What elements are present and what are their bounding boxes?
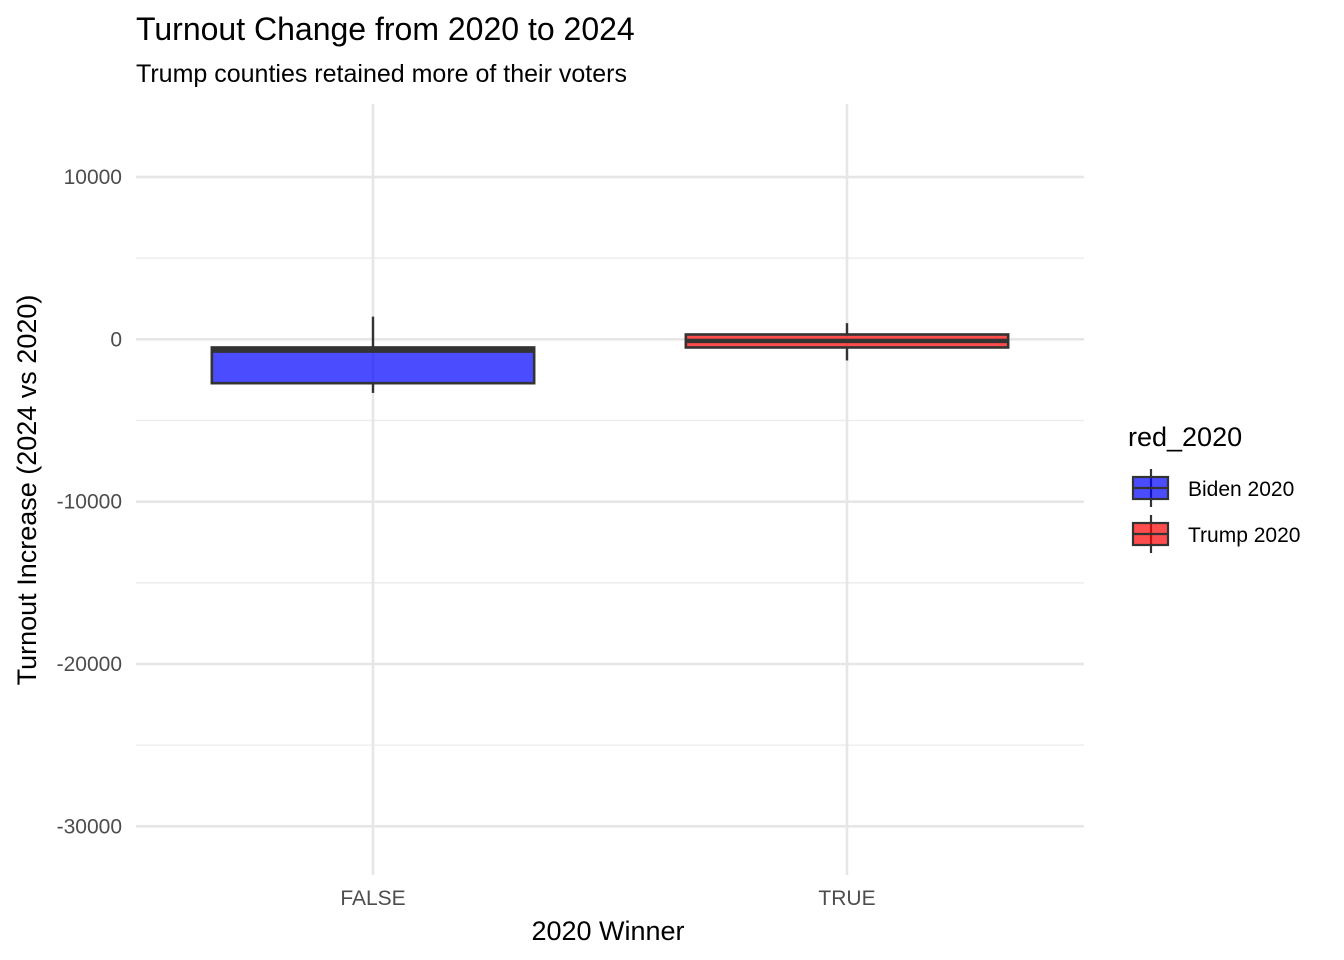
y-tick-label: -30000 [57, 815, 122, 838]
legend-title: red_2020 [1128, 422, 1242, 452]
box-body [210, 346, 536, 385]
y-tick-label: 10000 [64, 166, 122, 189]
y-tick-label: 0 [110, 328, 122, 351]
major-gridlines [136, 104, 1084, 875]
y-tick-label: -20000 [57, 653, 122, 676]
minor-gridlines [136, 257, 1084, 746]
legend-label: Biden 2020 [1188, 478, 1294, 501]
legend-label: Trump 2020 [1188, 524, 1300, 547]
legend-item: Biden 2020 [1131, 469, 1294, 507]
x-axis-title: 2020 Winner [531, 916, 684, 946]
y-axis-ticks: 10000 0 -10000 -20000 -30000 [57, 166, 122, 838]
legend-item: Trump 2020 [1131, 515, 1300, 553]
y-tick-label: -10000 [57, 491, 122, 514]
box-true [684, 323, 1010, 361]
x-axis-ticks: FALSE TRUE [340, 887, 875, 910]
box-false [210, 316, 536, 393]
legend: red_2020 Biden 2020 Trump 2020 [1128, 422, 1300, 553]
x-tick-label: TRUE [818, 887, 875, 910]
chart-title: Turnout Change from 2020 to 2024 [136, 11, 635, 47]
chart-subtitle: Trump counties retained more of their vo… [136, 60, 627, 88]
boxes [210, 316, 1010, 393]
y-axis-title: Turnout Increase (2024 vs 2020) [12, 295, 42, 686]
x-tick-label: FALSE [340, 887, 405, 910]
